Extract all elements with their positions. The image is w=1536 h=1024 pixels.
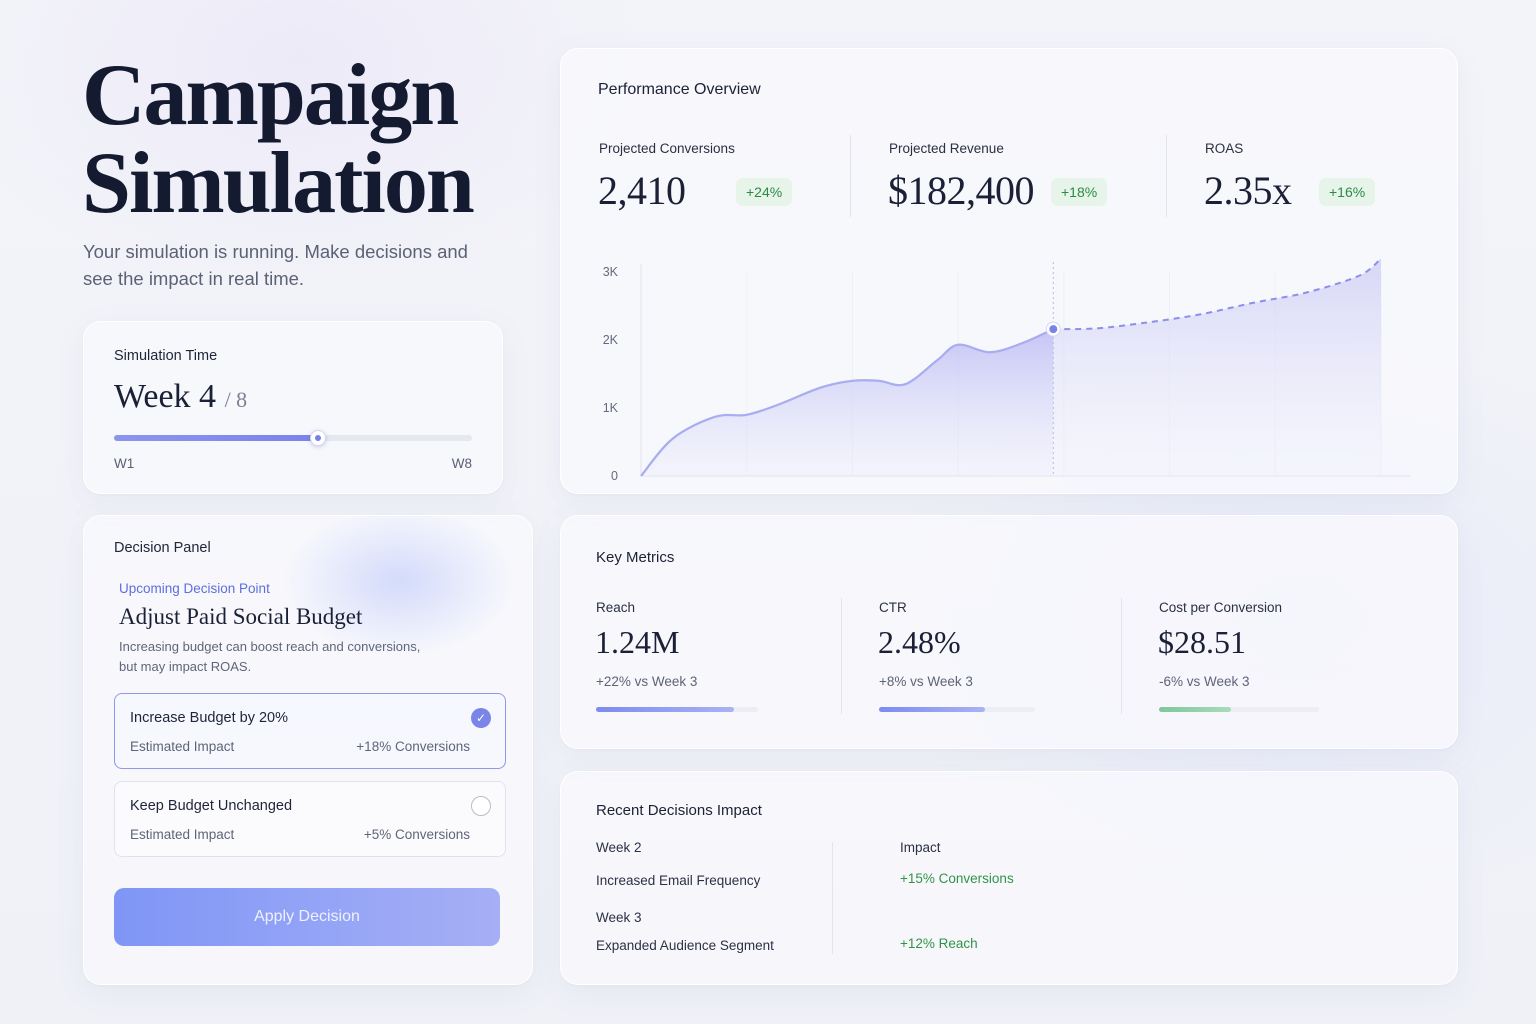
kpi-delta-badge: +18%	[1051, 178, 1108, 206]
recent-decisions-card: Recent Decisions Impact Impact Week 2 In…	[560, 771, 1458, 985]
metric-label: Cost per Conversion	[1159, 600, 1283, 615]
metric-label: Reach	[596, 600, 636, 615]
decision-description-1: Increasing budget can boost reach and co…	[119, 639, 421, 654]
metric-value: 2.48%	[878, 624, 961, 660]
metric-bar-fill	[879, 707, 986, 712]
metric-bar	[879, 707, 1035, 712]
kpi-label: ROAS	[1205, 141, 1244, 156]
kpi-delta-badge: +24%	[736, 178, 793, 206]
metric-bar-fill	[1159, 707, 1231, 712]
kpi-delta-badge: +16%	[1319, 178, 1376, 206]
current-point	[1049, 325, 1058, 334]
recent-divider	[832, 842, 833, 954]
radio-icon[interactable]	[471, 796, 491, 816]
apply-decision-button[interactable]: Apply Decision	[114, 888, 500, 946]
metric-bar	[596, 707, 758, 712]
y-tick-label: 0	[611, 469, 618, 483]
page-subtitle: Your simulation is running. Make decisio…	[83, 241, 468, 289]
impact-header: Impact	[900, 840, 941, 855]
recent-decisions-title: Recent Decisions Impact	[596, 802, 762, 819]
simulation-slider[interactable]	[114, 430, 472, 446]
upcoming-decision-label: Upcoming Decision Point	[119, 581, 270, 596]
simulation-slider-handle[interactable]	[310, 430, 327, 446]
slider-end-label: W8	[451, 456, 472, 471]
kpi-value: 2,410	[598, 168, 686, 213]
slider-start-label: W1	[114, 456, 135, 471]
week-total: / 8	[224, 387, 248, 412]
kpi-label: Projected Revenue	[889, 141, 1004, 156]
actual-area	[641, 329, 1054, 476]
y-tick-label: 1K	[603, 401, 619, 415]
option-increase-budget[interactable]: Increase Budget by 20% Estimated Impact …	[114, 693, 506, 769]
page-title-line-1: Campaign	[82, 47, 459, 144]
metric-divider	[841, 598, 842, 714]
decision-impact: +15% Conversions	[900, 871, 1014, 886]
simulation-slider-fill	[114, 435, 319, 441]
decision-description-2: but may impact ROAS.	[119, 659, 252, 674]
option-estimate-label: Estimated Impact	[130, 827, 235, 842]
option-estimate-label: Estimated Impact	[130, 739, 235, 754]
option-title: Keep Budget Unchanged	[130, 798, 293, 814]
key-metrics-title: Key Metrics	[596, 549, 675, 566]
decision-week: Week 3	[596, 910, 642, 925]
metric-delta: -6% vs Week 3	[1159, 674, 1250, 689]
metric-delta: +8% vs Week 3	[879, 674, 973, 689]
option-impact: +18% Conversions	[356, 739, 470, 754]
decision-name: Expanded Audience Segment	[596, 938, 774, 953]
page-title: Campaign Simulation	[82, 47, 475, 232]
y-tick-label: 2K	[603, 333, 619, 347]
kpi-label: Projected Conversions	[599, 141, 735, 156]
kpi-divider	[850, 135, 851, 217]
decision-panel: Decision Panel Upcoming Decision Point A…	[83, 515, 533, 985]
conversions-chart: 01K2K3KW1W2W3W4W5W6W7W8	[603, 257, 1411, 483]
projected-line	[1053, 257, 1382, 331]
key-metrics-card: Key Metrics Reach 1.24M +22% vs Week 3 C…	[560, 515, 1458, 749]
metric-delta: +22% vs Week 3	[596, 674, 698, 689]
check-icon[interactable]: ✓	[471, 708, 491, 728]
option-keep-budget[interactable]: Keep Budget Unchanged Estimated Impact +…	[114, 781, 506, 857]
current-week-value: Week 4	[114, 378, 217, 415]
performance-title: Performance Overview	[598, 81, 761, 98]
metric-value: $28.51	[1158, 624, 1246, 660]
simulation-time-label: Simulation Time	[114, 348, 218, 364]
metric-divider	[1121, 598, 1122, 714]
kpi-value: $182,400	[888, 168, 1035, 213]
decision-panel-title: Decision Panel	[114, 540, 211, 556]
y-tick-label: 3K	[603, 265, 619, 279]
decision-title: Adjust Paid Social Budget	[119, 604, 363, 629]
kpi-value: 2.35x	[1204, 168, 1292, 213]
projected-area	[1053, 258, 1381, 476]
decision-name: Increased Email Frequency	[596, 873, 761, 888]
metric-bar	[1159, 707, 1319, 712]
metric-bar-fill	[596, 707, 734, 712]
performance-overview-card: Performance Overview Projected Conversio…	[560, 48, 1458, 494]
current-week: Week 4 / 8	[114, 378, 247, 416]
decision-week: Week 2	[596, 840, 642, 855]
simulation-time-card: Simulation Time Week 4 / 8 W1 W8	[83, 321, 503, 494]
option-impact: +5% Conversions	[363, 827, 470, 842]
option-title: Increase Budget by 20%	[130, 710, 288, 726]
decision-impact: +12% Reach	[900, 936, 978, 951]
page-title-line-2: Simulation	[82, 135, 475, 232]
kpi-divider	[1166, 135, 1167, 217]
decorative-glow	[284, 516, 514, 656]
metric-label: CTR	[879, 600, 907, 615]
actual-line	[640, 328, 1054, 477]
metric-value: 1.24M	[595, 624, 680, 660]
